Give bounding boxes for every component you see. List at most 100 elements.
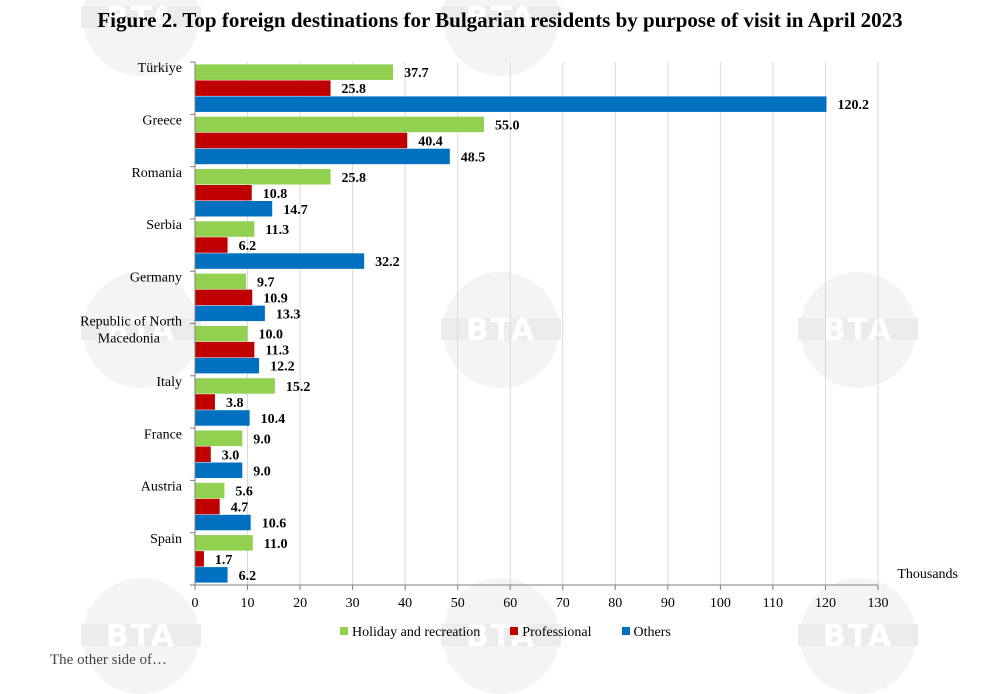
y-tick-label: Greece — [142, 113, 182, 128]
x-tick-label: 130 — [868, 596, 889, 611]
x-tick-label: 40 — [398, 596, 412, 611]
y-tick-label: Austria — [141, 480, 183, 495]
legend-item: Holiday and recreation — [340, 625, 480, 641]
data-label: 48.5 — [461, 150, 486, 165]
x-tick-label: 60 — [503, 596, 517, 611]
x-tick-label: 0 — [192, 596, 199, 611]
data-label: 25.8 — [342, 171, 367, 186]
y-tick-label: Romania — [131, 166, 182, 181]
bar — [195, 482, 225, 499]
data-label: 9.0 — [253, 432, 270, 447]
bar — [195, 305, 265, 322]
bar — [195, 551, 204, 567]
y-tick-label: Türkiye — [138, 61, 182, 76]
watermark-logo: BTA — [441, 272, 561, 388]
legend-label: Professional — [522, 625, 592, 640]
y-tick-label: Macedonia — [98, 332, 161, 347]
legend-swatch — [510, 627, 519, 635]
y-tick-label: Italy — [156, 375, 182, 390]
legend-swatch — [340, 627, 348, 635]
data-label: 10.6 — [262, 517, 287, 532]
bar-chart: 0 10 20 30 40 50 60 70 80 90 100 110 120 130 Thousands… — [80, 61, 958, 611]
bar — [195, 462, 243, 478]
bar — [195, 410, 250, 426]
x-tick-label: 20 — [293, 596, 307, 611]
data-label: 25.8 — [342, 82, 367, 97]
y-tick-label: Spain — [150, 532, 182, 547]
data-label: 15.2 — [286, 380, 311, 395]
bar — [195, 116, 484, 133]
data-label: 9.0 — [253, 464, 270, 479]
data-label: 6.2 — [239, 239, 257, 254]
x-tick-label: 120 — [815, 596, 836, 611]
data-label: 10.8 — [263, 187, 288, 202]
x-tick-label: 80 — [608, 596, 622, 611]
data-label: 120.2 — [838, 98, 870, 113]
data-label: 37.7 — [404, 66, 429, 81]
watermark-logo: BTA — [81, 272, 201, 388]
data-label: 11.3 — [265, 223, 289, 238]
data-label: 55.0 — [495, 118, 520, 133]
bar — [195, 394, 215, 410]
bar — [195, 253, 365, 269]
data-label: 11.0 — [264, 537, 288, 552]
x-axis-title: Thousands — [897, 567, 958, 582]
legend-item: Professional — [510, 625, 592, 641]
bar — [195, 169, 331, 185]
x-tick-label: 30 — [346, 596, 360, 611]
bar — [195, 185, 252, 201]
bar — [195, 273, 246, 290]
data-label: 12.2 — [270, 360, 295, 375]
data-label: 10.0 — [259, 328, 284, 343]
bar — [195, 201, 273, 217]
bar — [195, 132, 408, 149]
y-tick-label: Serbia — [146, 218, 183, 233]
watermark-logo: BTA — [798, 272, 918, 388]
bar — [195, 96, 827, 112]
bar — [195, 446, 211, 462]
data-label: 13.3 — [276, 307, 301, 322]
legend-swatch — [621, 627, 630, 635]
bar — [195, 514, 251, 531]
data-label: 32.2 — [375, 255, 400, 270]
bar — [195, 221, 255, 237]
legend-item: Others — [621, 625, 671, 641]
bar — [195, 498, 220, 515]
data-label: 10.9 — [263, 291, 288, 306]
data-label: 1.7 — [215, 553, 233, 568]
bar — [195, 325, 248, 342]
bar — [195, 237, 228, 253]
y-tick-label: France — [144, 427, 182, 442]
bar — [195, 535, 253, 551]
x-tick-label: 50 — [451, 596, 465, 611]
bar — [195, 567, 228, 583]
bar — [195, 341, 255, 358]
bar — [195, 148, 450, 165]
legend-label: Holiday and recreation — [352, 625, 481, 640]
data-label: 3.0 — [222, 448, 240, 463]
chart-title: Figure 2. Top foreign destinations for B… — [97, 8, 903, 32]
bar — [195, 80, 331, 96]
chart-legend: Holiday and recreation Professional Others — [340, 625, 701, 641]
bar — [195, 64, 394, 80]
x-tick-label: 70 — [556, 596, 570, 611]
x-tick-label: 100 — [710, 596, 731, 611]
bar — [195, 289, 253, 306]
y-tick-label: Republic of North — [80, 315, 182, 330]
data-label: 10.4 — [261, 412, 286, 427]
legend-label: Others — [633, 625, 671, 640]
data-label: 9.7 — [257, 275, 275, 290]
data-label: 3.8 — [226, 396, 244, 411]
x-tick-label: 110 — [763, 596, 783, 611]
y-tick-label: Germany — [130, 270, 182, 285]
data-label: 4.7 — [231, 501, 249, 516]
data-label: 14.7 — [283, 203, 308, 218]
data-label: 40.4 — [418, 134, 443, 149]
bar — [195, 378, 275, 394]
x-tick-label: 10 — [241, 596, 255, 611]
bar — [195, 357, 260, 374]
data-label: 5.6 — [235, 485, 253, 500]
data-label: 6.2 — [239, 569, 257, 584]
x-tick-label: 90 — [661, 596, 675, 611]
data-label: 11.3 — [265, 344, 289, 359]
